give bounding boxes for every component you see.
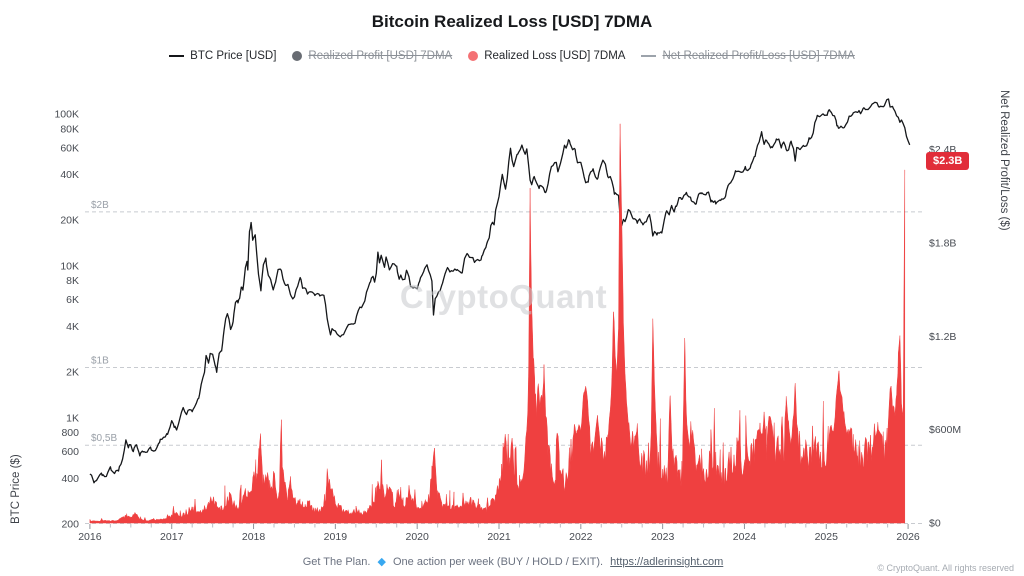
legend-item-net-realized[interactable]: Net Realized Profit/Loss [USD] 7DMA	[641, 50, 855, 62]
x-tick-label: 2022	[569, 531, 593, 543]
realized-loss-area	[89, 123, 906, 524]
footer-text-middle: One action per week (BUY / HOLD / EXIT).	[392, 556, 604, 568]
x-tick-label: 2020	[406, 531, 430, 543]
left-tick-label: 400	[61, 473, 79, 485]
x-tick-label: 2017	[160, 531, 184, 543]
x-tick-label: 2016	[78, 531, 102, 543]
realized-loss-circle-marker-icon	[468, 51, 479, 61]
right-tick-label: $600M	[929, 424, 961, 436]
left-tick-label: 200	[61, 519, 79, 531]
legend: BTC Price [USD] Realized Profit [USD] 7D…	[0, 50, 1024, 62]
left-tick-label: 600	[61, 446, 79, 458]
right-tick-label: $1.2B	[929, 331, 956, 343]
x-tick-label: 2023	[651, 531, 675, 543]
left-tick-label: 40K	[60, 169, 79, 181]
x-tick-label: 2025	[815, 531, 839, 543]
legend-label: Net Realized Profit/Loss [USD] 7DMA	[662, 50, 855, 62]
btc-price-line-marker-icon	[169, 55, 185, 57]
footer-text-prefix: Get The Plan.	[302, 556, 371, 568]
copyright-notice: © CryptoQuant. All rights reserved	[877, 563, 1014, 573]
x-tick-label: 2019	[324, 531, 348, 543]
legend-item-btc-price[interactable]: BTC Price [USD]	[169, 50, 276, 62]
legend-label: BTC Price [USD]	[190, 50, 277, 62]
left-tick-label: 100K	[54, 109, 79, 121]
gridline-label: $2B	[91, 200, 109, 211]
page-title: Bitcoin Realized Loss [USD] 7DMA	[371, 12, 653, 31]
left-tick-label: 80K	[60, 123, 79, 135]
left-tick-label: 4K	[66, 321, 79, 333]
right-axis-title: Net Realized Profit/Loss ($)	[998, 90, 1010, 231]
net-realized-line-marker-icon	[641, 55, 657, 57]
legend-item-realized-loss[interactable]: Realized Loss [USD] 7DMA	[468, 50, 625, 62]
gridline-label: $1B	[91, 355, 109, 366]
x-tick-label: 2018	[242, 531, 266, 543]
left-tick-label: 6K	[66, 294, 79, 306]
footer: Get The Plan. ◆ One action per week (BUY…	[0, 555, 1024, 568]
diamond-icon: ◆	[377, 556, 386, 568]
left-tick-label: 10K	[60, 260, 79, 272]
left-tick-label: 800	[61, 427, 79, 439]
footer-link[interactable]: https://adlerinsight.com	[610, 556, 724, 568]
latest-value-badge: $2.3B	[926, 152, 970, 170]
left-tick-label: 2K	[66, 367, 79, 379]
left-tick-label: 20K	[60, 215, 79, 227]
realized-profit-circle-marker-icon	[292, 51, 303, 61]
x-tick-label: 2024	[733, 531, 757, 543]
legend-item-realized-profit[interactable]: Realized Profit [USD] 7DMA	[292, 50, 452, 62]
left-tick-label: 8K	[66, 275, 79, 287]
x-tick-label: 2021	[487, 531, 511, 543]
right-tick-label: $0	[929, 518, 941, 530]
left-tick-label: 1K	[66, 412, 79, 424]
legend-label: Realized Loss [USD] 7DMA	[484, 50, 626, 62]
legend-label: Realized Profit [USD] 7DMA	[308, 50, 453, 62]
btc-price-line	[89, 98, 911, 484]
x-tick-label: 2026	[896, 531, 920, 543]
left-tick-label: 60K	[60, 142, 79, 154]
right-tick-label: $1.8B	[929, 238, 956, 250]
gridline-label: $0,5B	[91, 433, 117, 444]
